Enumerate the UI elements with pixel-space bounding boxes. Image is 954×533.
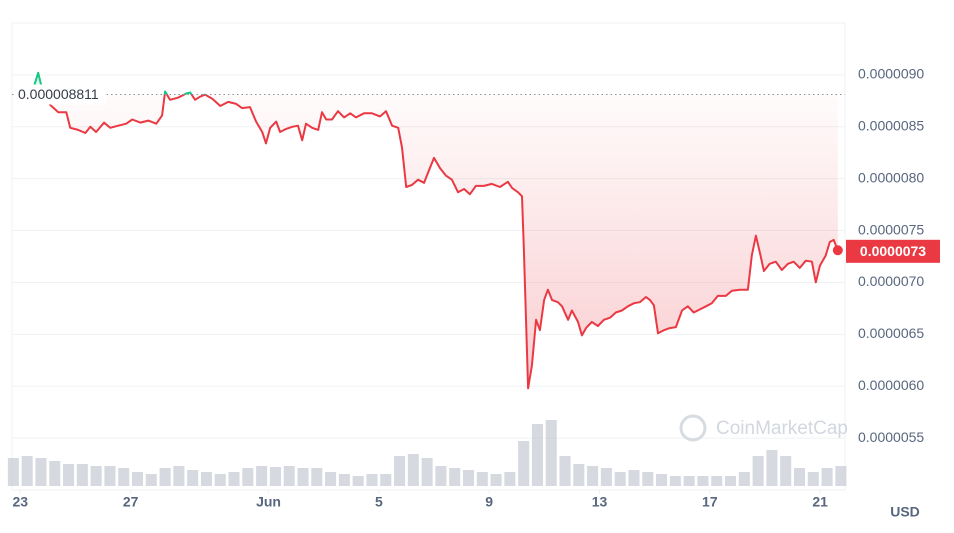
- volume-bar: [449, 468, 461, 486]
- volume-bar: [325, 472, 337, 486]
- volume-bar: [793, 468, 806, 486]
- watermark-logo: [679, 414, 707, 442]
- volume-bar: [628, 470, 640, 486]
- volume-bar: [21, 456, 33, 486]
- x-tick-label: 17: [702, 494, 718, 510]
- volume-bar: [269, 467, 281, 486]
- volume-bar: [187, 470, 199, 486]
- price-badge-text: 0.0000073: [860, 243, 926, 259]
- volume-bar: [711, 476, 723, 486]
- x-tick-label: 9: [485, 494, 493, 510]
- volume-bar: [683, 476, 695, 486]
- volume-bar: [297, 468, 309, 486]
- volume-bar: [752, 456, 764, 486]
- reference-label-bg: [14, 84, 106, 105]
- y-tick-label: 0.0000070: [858, 273, 924, 289]
- volume-bar: [435, 466, 447, 486]
- x-tick-label: 27: [123, 494, 139, 510]
- x-tick-label: 13: [592, 494, 608, 510]
- y-tick-label: 0.0000065: [858, 325, 924, 341]
- x-tick-label: 5: [375, 494, 383, 510]
- volume-bar: [366, 474, 378, 486]
- y-tick-label: 0.0000075: [858, 221, 924, 237]
- y-tick-label: 0.0000090: [858, 66, 924, 82]
- volume-bar: [462, 470, 475, 486]
- volume-bar: [352, 476, 364, 486]
- volume-bar: [214, 474, 226, 486]
- volume-bar: [228, 472, 240, 486]
- volume-bar: [76, 464, 88, 486]
- watermark-text: CoinMarketCap: [716, 418, 848, 439]
- volume-bar: [256, 466, 268, 486]
- volume-bar: [490, 474, 502, 486]
- reference-label: 0.000008811: [18, 86, 99, 102]
- y-tick-label: 0.0000085: [858, 117, 924, 133]
- volume-bar: [600, 468, 612, 486]
- volume-bar: [159, 468, 171, 486]
- volume-bar: [573, 464, 585, 486]
- y-tick-label: 0.0000080: [858, 169, 924, 185]
- price-badge: [846, 239, 940, 263]
- volume-bar: [49, 461, 61, 486]
- volume-bar: [131, 472, 144, 486]
- y-tick-label: 0.0000060: [858, 377, 924, 393]
- x-tick-label: 21: [812, 494, 828, 510]
- volume-bar: [821, 468, 833, 486]
- y-tick-label: 0.0000055: [858, 429, 924, 445]
- volume-bar: [283, 466, 295, 486]
- volume-bar: [642, 472, 654, 486]
- last-point: [832, 245, 843, 256]
- volume-bar: [738, 472, 750, 486]
- volume-bar: [242, 468, 254, 486]
- volume-bar: [476, 472, 488, 486]
- volume-bar: [35, 458, 47, 486]
- volume-bar: [104, 466, 116, 486]
- volume-bar: [118, 468, 130, 486]
- x-tick-label: 23: [12, 494, 28, 510]
- volume-bar: [311, 468, 323, 486]
- volume-bar: [518, 441, 530, 486]
- volume-bar: [531, 424, 543, 486]
- volume-bar: [835, 466, 847, 486]
- x-tick-label: Jun: [256, 494, 281, 510]
- volume-bar: [338, 474, 350, 486]
- volume-bar: [545, 420, 557, 486]
- price-line-down: [44, 94, 839, 390]
- plot-frame: [11, 22, 846, 491]
- volume-bar: [407, 454, 419, 486]
- volume-bar: [807, 472, 819, 486]
- volume-bar: [394, 456, 406, 486]
- volume-bar: [173, 466, 185, 486]
- price-line-up: [33, 71, 207, 95]
- volume-bar: [614, 472, 626, 486]
- volume-bar: [504, 472, 516, 486]
- currency-label: USD: [890, 504, 920, 520]
- volume-bar: [697, 476, 709, 486]
- volume-bar: [766, 450, 778, 486]
- volume-bar: [725, 476, 737, 486]
- volume-bar: [780, 456, 792, 486]
- volume-bar: [380, 474, 392, 486]
- volume-bar: [7, 458, 19, 486]
- watermark: CoinMarketCap: [679, 414, 848, 442]
- volume-bar: [145, 474, 157, 486]
- volume-bar: [587, 466, 599, 486]
- volume-bar: [559, 456, 571, 486]
- volume-bar: [421, 458, 433, 486]
- volume-bar: [656, 474, 668, 486]
- volume-bar: [669, 476, 681, 486]
- volume-bar: [90, 466, 102, 486]
- area-below: [34, 94, 838, 389]
- volume-bar: [63, 464, 75, 486]
- volume-bar: [200, 472, 212, 486]
